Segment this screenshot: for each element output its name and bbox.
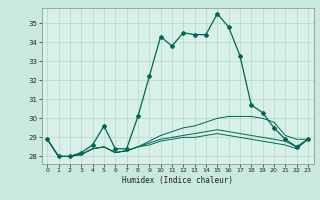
X-axis label: Humidex (Indice chaleur): Humidex (Indice chaleur) xyxy=(122,176,233,185)
